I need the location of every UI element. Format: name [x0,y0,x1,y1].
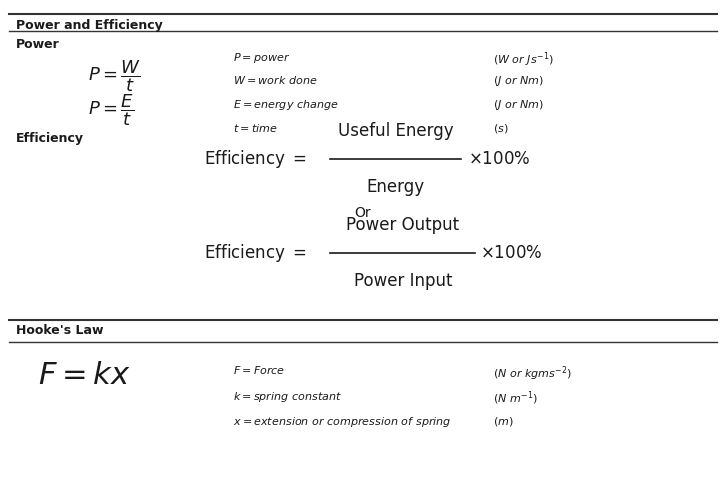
Text: $\times 100\%$: $\times 100\%$ [468,150,530,168]
Text: Power and Efficiency: Power and Efficiency [16,19,163,32]
Text: Power: Power [16,38,60,52]
Text: $\mathit{(N\ m^{-1})}$: $\mathit{(N\ m^{-1})}$ [493,389,538,407]
Text: $\mathit{(W\ or\ Js^{-1})}$: $\mathit{(W\ or\ Js^{-1})}$ [493,51,554,69]
Text: $\mathit{x = extension\ or\ compression\ of\ spring}$: $\mathit{x = extension\ or\ compression\… [233,415,452,429]
Text: $\mathit{(s)}$: $\mathit{(s)}$ [493,122,509,135]
Text: Power Input: Power Input [354,272,452,290]
Text: Useful Energy: Useful Energy [338,123,453,140]
Text: $\mathit{k = spring\ constant}$: $\mathit{k = spring\ constant}$ [233,389,342,404]
Text: $\mathit{E = energy\ change}$: $\mathit{E = energy\ change}$ [233,98,338,112]
Text: $\mathit{t = time}$: $\mathit{t = time}$ [233,122,277,134]
Text: $\mathit{(J\ or\ Nm)}$: $\mathit{(J\ or\ Nm)}$ [493,74,544,88]
Text: $\mathit{W = work\ done}$: $\mathit{W = work\ done}$ [233,74,317,86]
Text: Energy: Energy [367,178,425,196]
Text: Efficiency $=$: Efficiency $=$ [204,148,307,170]
Text: $\times 100\%$: $\times 100\%$ [480,244,542,262]
Text: $P = \dfrac{E}{t}$: $P = \dfrac{E}{t}$ [88,93,134,128]
Text: Or: Or [355,206,371,221]
Text: $F = kx$: $F = kx$ [38,362,131,390]
Text: $P = \dfrac{W}{t}$: $P = \dfrac{W}{t}$ [88,58,142,94]
Text: $\mathit{(m)}$: $\mathit{(m)}$ [493,415,514,428]
Text: Efficiency: Efficiency [16,132,84,145]
Text: Efficiency $=$: Efficiency $=$ [204,242,307,264]
Text: Hooke's Law: Hooke's Law [16,324,103,337]
Text: $\mathit{P = power}$: $\mathit{P = power}$ [233,51,290,64]
Text: Power Output: Power Output [346,216,460,234]
Text: $\mathit{(J\ or\ Nm)}$: $\mathit{(J\ or\ Nm)}$ [493,98,544,112]
Text: $\mathit{F = Force}$: $\mathit{F = Force}$ [233,364,285,376]
Text: $\mathit{(N\ or\ kgms^{-2})}$: $\mathit{(N\ or\ kgms^{-2})}$ [493,364,572,382]
